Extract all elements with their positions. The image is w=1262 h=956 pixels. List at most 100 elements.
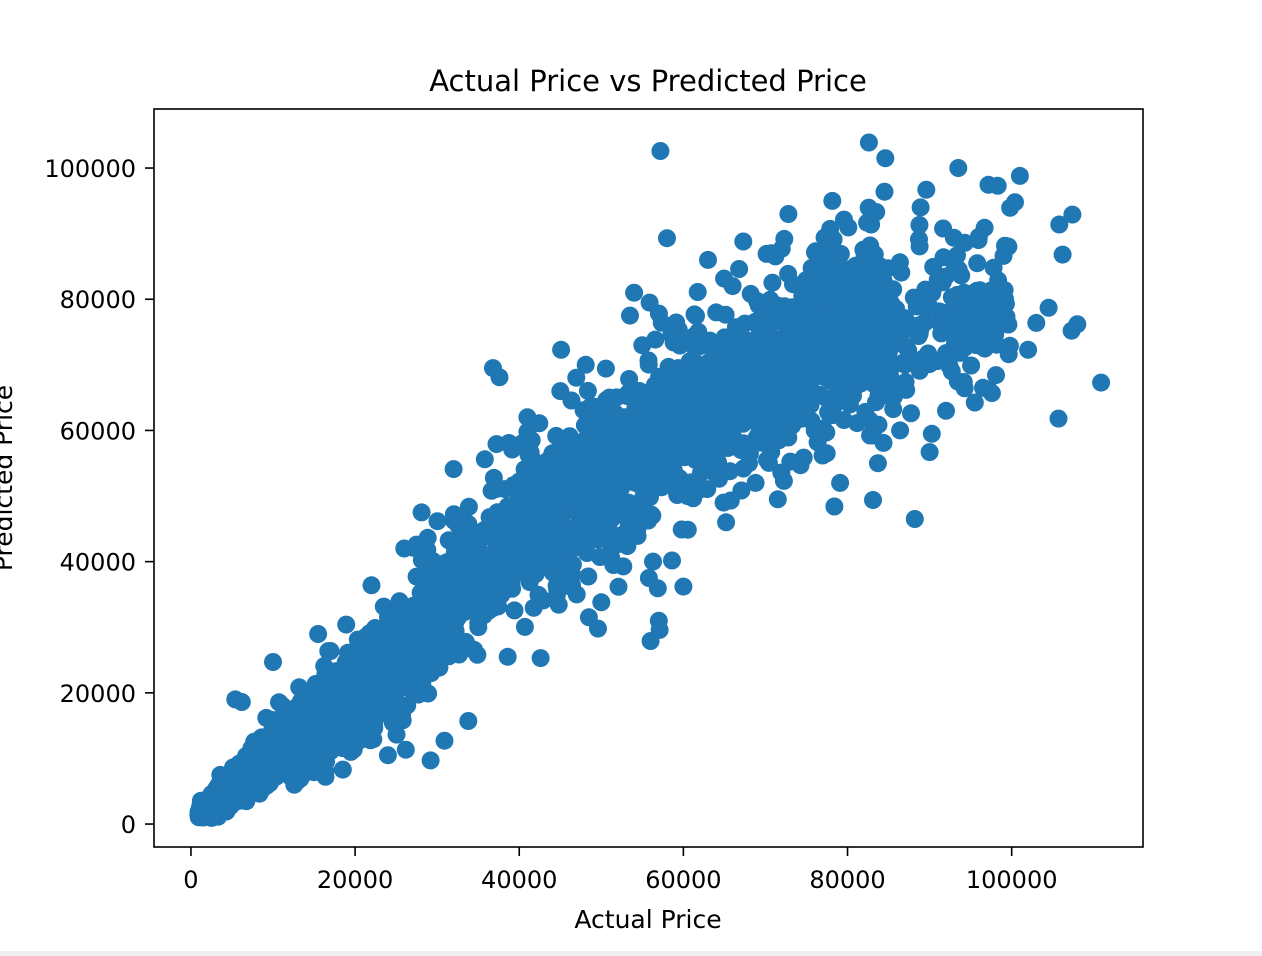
data-point <box>449 559 468 578</box>
data-point <box>395 539 414 558</box>
data-point <box>891 421 910 440</box>
data-point <box>444 622 463 641</box>
data-point <box>810 359 829 377</box>
data-point <box>652 425 671 444</box>
data-point <box>618 384 637 403</box>
data-point <box>922 424 941 443</box>
data-point <box>874 433 893 452</box>
data-point <box>879 298 898 317</box>
data-point <box>768 490 787 509</box>
data-point <box>697 461 716 480</box>
data-point <box>600 388 619 407</box>
data-point <box>848 366 867 385</box>
data-point <box>387 725 406 744</box>
data-point <box>881 367 900 386</box>
data-point <box>1019 340 1038 359</box>
data-point <box>384 607 403 626</box>
data-point <box>652 313 671 332</box>
data-point <box>444 460 463 479</box>
data-point <box>821 273 840 292</box>
data-point <box>868 454 887 473</box>
data-point <box>619 493 638 512</box>
data-point <box>333 760 352 779</box>
data-point <box>987 366 1005 385</box>
data-point <box>763 367 781 386</box>
data-point <box>515 617 534 636</box>
data-point <box>450 645 469 664</box>
data-point <box>937 401 955 420</box>
data-point <box>403 635 422 654</box>
data-point <box>896 355 914 374</box>
data-point <box>459 497 478 516</box>
x-tick-label: 100000 <box>966 866 1058 894</box>
data-point <box>798 294 817 313</box>
data-point <box>1027 313 1046 332</box>
data-point <box>620 467 639 486</box>
data-point <box>592 593 611 612</box>
data-point <box>734 232 753 251</box>
data-point <box>875 182 894 201</box>
data-point <box>226 690 245 709</box>
data-point <box>1006 193 1024 212</box>
data-point <box>419 684 438 703</box>
data-point <box>805 421 824 440</box>
data-point <box>817 444 836 463</box>
x-tick-label: 20000 <box>317 866 393 894</box>
data-point <box>534 509 553 528</box>
data-point <box>713 386 732 405</box>
data-point <box>769 431 788 450</box>
data-point <box>396 740 415 759</box>
data-point <box>531 480 550 499</box>
data-point <box>821 219 840 238</box>
data-point <box>428 512 447 531</box>
data-point <box>364 669 382 687</box>
data-point <box>324 738 343 757</box>
chart-title: Actual Price vs Predicted Price <box>429 64 867 98</box>
data-point <box>431 555 450 574</box>
data-point <box>674 577 693 596</box>
y-tick-label: 0 <box>121 811 136 839</box>
data-point <box>454 513 473 532</box>
data-point <box>710 460 729 479</box>
data-point <box>531 649 550 668</box>
data-point <box>949 159 968 177</box>
data-point <box>828 290 847 309</box>
data-point <box>910 216 929 234</box>
data-point <box>411 583 430 602</box>
data-point <box>594 442 613 461</box>
data-point <box>821 372 840 391</box>
data-point <box>371 704 390 723</box>
data-point <box>1092 373 1111 392</box>
data-point <box>955 233 974 252</box>
data-point <box>575 432 594 451</box>
data-point <box>430 642 449 661</box>
data-point <box>687 434 706 453</box>
data-point <box>999 345 1018 364</box>
data-point <box>740 454 758 473</box>
data-point <box>285 775 304 794</box>
y-tick-label: 100000 <box>44 155 136 183</box>
data-point <box>415 624 434 643</box>
data-point <box>855 247 874 266</box>
data-point <box>520 573 539 592</box>
data-point <box>835 210 853 229</box>
data-point <box>633 336 652 355</box>
data-point <box>550 511 569 530</box>
data-point <box>884 384 903 403</box>
data-point <box>644 552 662 571</box>
data-point <box>547 426 566 445</box>
data-point <box>455 603 474 621</box>
data-point <box>723 277 742 296</box>
data-point <box>994 246 1013 265</box>
data-point <box>739 379 758 398</box>
data-point <box>920 443 939 462</box>
data-point <box>931 315 950 334</box>
data-point <box>714 493 733 512</box>
data-point <box>1063 205 1082 224</box>
data-point <box>707 303 726 322</box>
data-point <box>567 368 586 387</box>
data-point <box>552 340 571 359</box>
data-point <box>910 237 929 256</box>
data-point <box>579 567 598 586</box>
data-point <box>356 628 375 647</box>
